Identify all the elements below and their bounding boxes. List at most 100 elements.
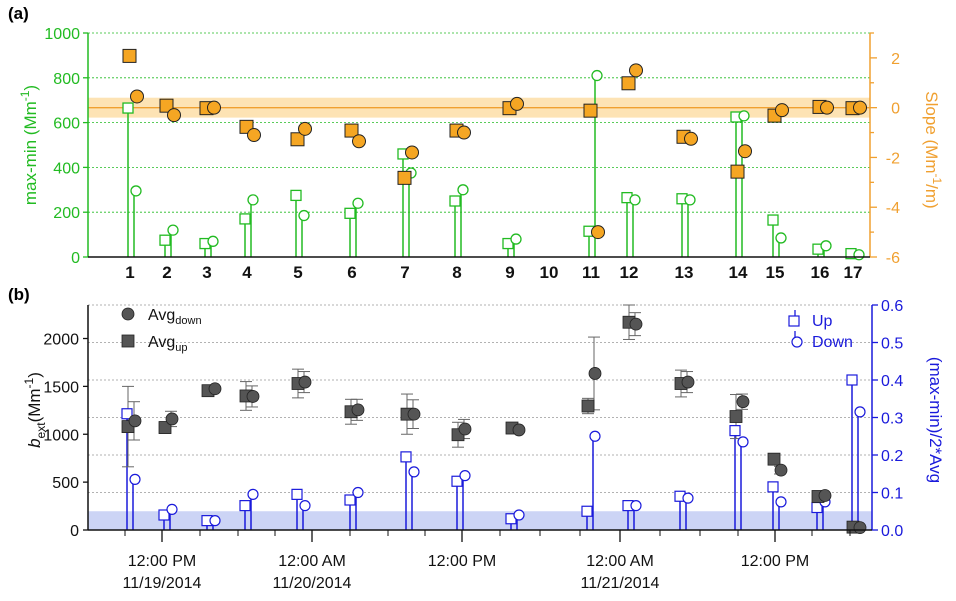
open-circle-mark — [775, 232, 787, 244]
open-circle-mark — [298, 209, 310, 222]
open-circle-mark — [352, 197, 364, 209]
slope-square-mark — [621, 76, 636, 91]
tick-label: 0 — [891, 101, 900, 118]
slope-circle-mark — [405, 145, 419, 160]
x-tick-label: 12:00 PM — [128, 553, 196, 570]
ratio-down-mark — [775, 496, 787, 508]
stems-b — [126, 380, 859, 530]
ratio-down-mark — [854, 406, 866, 418]
x-tick-label: 12:00 AM — [278, 553, 346, 570]
legend-up-mark — [788, 315, 800, 327]
slope-square-mark — [290, 132, 305, 147]
slope-circle-mark — [207, 100, 221, 115]
avg-up-mark — [158, 421, 172, 434]
legend-label: Down — [812, 334, 853, 351]
avg-down-mark — [208, 382, 222, 396]
category-label: 7 — [400, 263, 409, 282]
grid-b — [88, 304, 872, 493]
ratio-up-mark — [767, 481, 779, 493]
open-circle-mark — [738, 110, 750, 122]
category-label: 15 — [766, 263, 785, 282]
tick-label: 1000 — [43, 427, 79, 444]
slope-square-mark — [159, 98, 174, 113]
ratio-up-mark — [846, 374, 858, 386]
avg-up-mark — [581, 399, 595, 413]
panel-b-label: (b) — [8, 285, 30, 304]
avg-up-mark — [729, 410, 743, 423]
tick-label: 0.2 — [881, 448, 903, 465]
ratio-down-mark — [459, 470, 471, 482]
avg-down-mark — [736, 395, 750, 409]
tick-label: 1500 — [43, 379, 79, 396]
category-label: 1 — [125, 263, 134, 282]
ratio-up-mark — [400, 451, 412, 463]
ratio-down-mark — [166, 503, 178, 515]
category-label: 16 — [811, 263, 830, 282]
tick-label: -2 — [886, 150, 900, 167]
ratio-up-mark — [729, 425, 741, 437]
ratio-down-mark — [682, 492, 694, 504]
tick-label: 200 — [53, 205, 80, 222]
legend-avg: Avgdown Avgup — [121, 307, 202, 354]
open-square-mark — [159, 234, 171, 246]
right-axis-title-a: Slope (Mm-1/m) — [922, 91, 944, 208]
grid-a — [88, 32, 870, 213]
category-label: 13 — [675, 263, 694, 282]
x-tick-date: 11/19/2014 — [123, 575, 202, 592]
right-axis-title-b: (max-min)/2*Avg — [926, 357, 945, 483]
legend-down-mark — [791, 336, 803, 348]
tick-label: 2000 — [43, 332, 79, 349]
tick-label: 0.6 — [881, 298, 903, 315]
avg-down-mark — [458, 422, 472, 436]
ratio-down-mark — [737, 436, 749, 448]
ratio-down-mark — [630, 500, 642, 512]
avg-down-mark — [588, 367, 602, 380]
legend-label: Avgup — [148, 334, 188, 354]
ratio-up-mark — [239, 500, 251, 512]
tick-label: 0 — [70, 523, 79, 540]
tick-label: 1000 — [44, 26, 80, 43]
avg-up-mark — [767, 452, 781, 466]
avg-down-mark — [512, 423, 526, 437]
open-circle-mark — [510, 233, 522, 245]
x-tick-date: 11/20/2014 — [273, 575, 352, 592]
category-label: 6 — [347, 263, 356, 282]
open-square-mark — [767, 214, 779, 226]
tick-label: 2 — [891, 51, 900, 68]
slope-circle-mark — [775, 103, 789, 118]
open-square-mark — [122, 102, 134, 114]
legend-avg-up-mark — [121, 334, 135, 348]
tick-label: 600 — [53, 116, 80, 133]
tick-label: 0.4 — [881, 373, 903, 390]
tick-label: 0.5 — [881, 336, 903, 353]
avg-down-mark — [853, 521, 867, 535]
legend-label: Avgdown — [148, 307, 202, 327]
x-tick-date: 11/21/2014 — [581, 575, 660, 592]
category-label: 11 — [582, 263, 600, 282]
slope-circle-mark — [629, 63, 643, 78]
tick-label: 800 — [53, 71, 80, 88]
ratio-down-mark — [352, 486, 364, 499]
slope-square-mark — [344, 123, 359, 138]
open-circle-mark — [130, 185, 142, 197]
avg-down-mark — [128, 414, 142, 428]
panel-a-label: (a) — [8, 4, 29, 23]
ratio-down-mark — [129, 473, 141, 485]
ratio-down-mark — [299, 500, 311, 512]
ratio-up-mark — [158, 509, 170, 521]
category-label: 2 — [162, 263, 171, 282]
open-circle-mark — [853, 249, 865, 261]
open-square-mark — [449, 195, 461, 207]
category-label: 3 — [202, 263, 211, 282]
avg-down-mark — [165, 412, 179, 426]
ratio-band — [88, 511, 872, 530]
slope-circle-mark — [853, 100, 867, 115]
panel-b: (b) 0 500 1000 1500 2000 0.0 0.1 0.2 0.3 0.4 0.5 0.… — [8, 285, 945, 592]
ratio-down-mark — [589, 430, 601, 442]
avg-down-mark — [298, 375, 312, 389]
avg-down-mark — [818, 489, 832, 502]
error-bars-b — [122, 304, 865, 530]
marks-b — [121, 315, 867, 535]
category-label: 9 — [505, 263, 514, 282]
